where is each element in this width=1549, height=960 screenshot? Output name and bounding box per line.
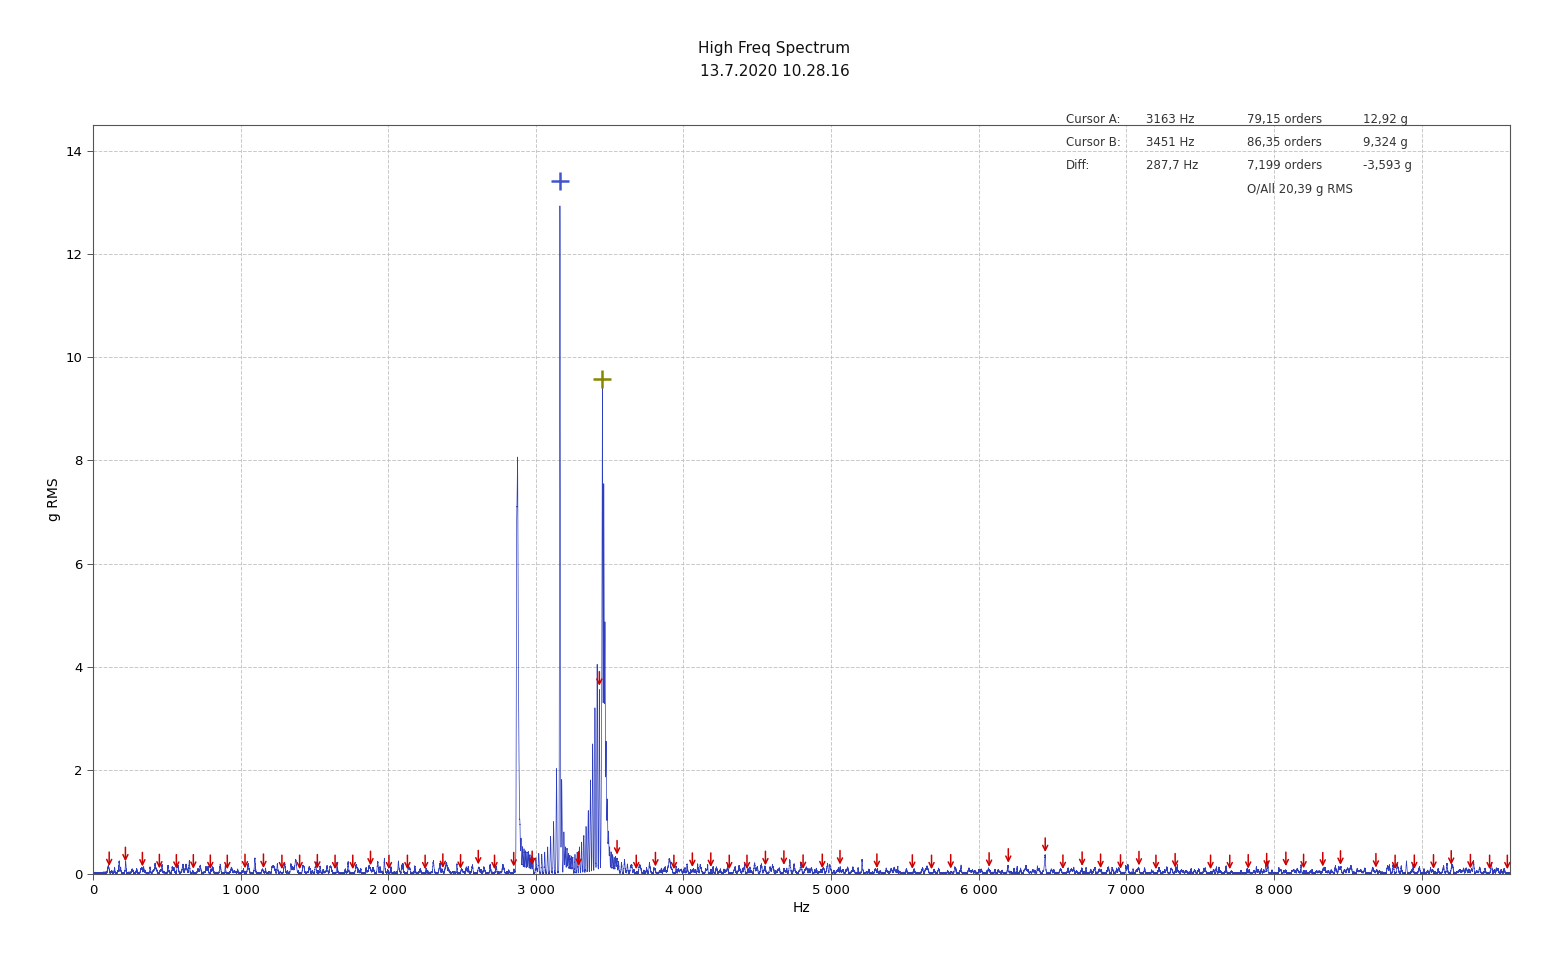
- Text: -3,593 g: -3,593 g: [1363, 159, 1413, 173]
- X-axis label: Hz: Hz: [793, 901, 810, 915]
- Text: Cursor A:: Cursor A:: [1066, 113, 1120, 127]
- Text: 12,92 g: 12,92 g: [1363, 113, 1408, 127]
- Text: 79,15 orders: 79,15 orders: [1247, 113, 1321, 127]
- Text: 287,7 Hz: 287,7 Hz: [1146, 159, 1199, 173]
- Text: O/All 20,39 g RMS: O/All 20,39 g RMS: [1247, 183, 1352, 197]
- Text: 3451 Hz: 3451 Hz: [1146, 136, 1194, 150]
- Text: Cursor B:: Cursor B:: [1066, 136, 1120, 150]
- Text: 3163 Hz: 3163 Hz: [1146, 113, 1194, 127]
- Text: 9,324 g: 9,324 g: [1363, 136, 1408, 150]
- Text: 13.7.2020 10.28.16: 13.7.2020 10.28.16: [700, 64, 849, 80]
- Text: 7,199 orders: 7,199 orders: [1247, 159, 1323, 173]
- Text: High Freq Spectrum: High Freq Spectrum: [699, 40, 850, 56]
- Text: 86,35 orders: 86,35 orders: [1247, 136, 1321, 150]
- Y-axis label: g RMS: g RMS: [48, 477, 62, 521]
- Text: Diff:: Diff:: [1066, 159, 1090, 173]
